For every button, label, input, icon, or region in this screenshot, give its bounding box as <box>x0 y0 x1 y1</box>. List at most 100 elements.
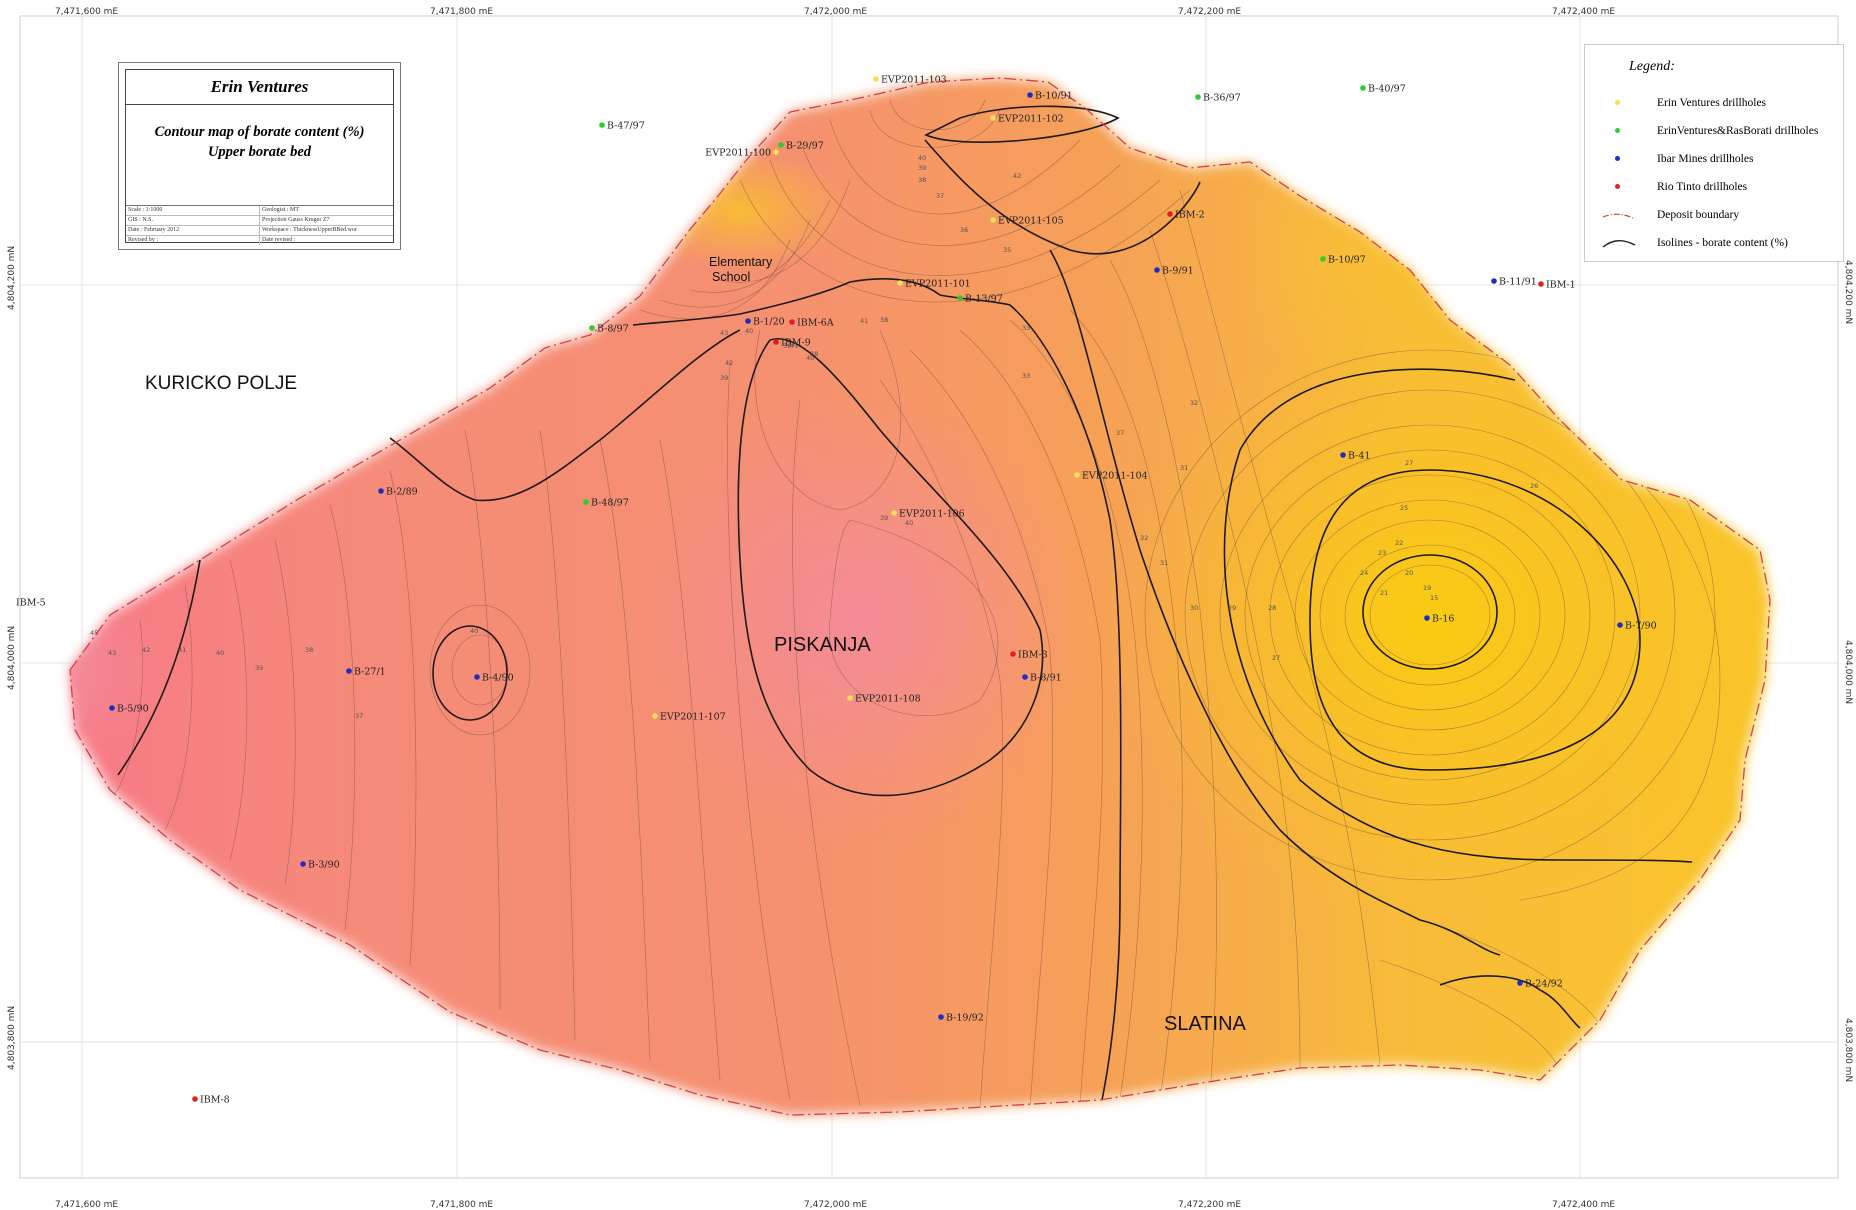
isoline-value-label: 37 <box>936 192 944 200</box>
drillhole-marker <box>1074 472 1080 478</box>
isoline-value-label: 27 <box>1272 654 1280 662</box>
northing-axis-left: 4,804,200 mN 4,804,000 mN 4,803,800 mN <box>7 246 17 1070</box>
place-slatina: SLATINA <box>1164 1013 1247 1035</box>
isoline-value-label: 42 <box>142 646 150 654</box>
meta-row: GIS : N.S. Projection Gauss Kruger Z7 <box>126 216 393 226</box>
drillhole-marker <box>789 319 795 325</box>
drillhole-marker <box>778 142 784 148</box>
drillhole: EVP2011-105 <box>990 216 1064 227</box>
drillhole-label: EVP2011-101 <box>905 279 971 290</box>
drillhole-label: EVP2011-102 <box>998 114 1064 125</box>
drillhole: EVP2011-108 <box>847 694 921 705</box>
drillhole-label: B-36/97 <box>1203 93 1241 104</box>
drillhole: IBM-1 <box>1538 280 1576 291</box>
isoline-value-label: 40 <box>905 519 913 527</box>
drillhole-label: B-41 <box>1348 451 1370 462</box>
legend-label: Erin Ventures drillholes <box>1657 97 1767 109</box>
drillhole-label: B-16 <box>1432 614 1454 625</box>
drillhole-marker <box>378 488 384 494</box>
green-dot-icon <box>1601 123 1637 139</box>
drillhole: IBM-8 <box>192 1095 230 1106</box>
drillhole: B-8/97 <box>589 324 629 335</box>
drillhole-label: B-11/91 <box>1499 277 1537 288</box>
easting-label: 7,471,600 mE <box>55 7 118 17</box>
isoline-value-label: 43 <box>108 649 116 657</box>
drillhole: B-5/90 <box>109 704 149 715</box>
map-title-line2: Upper borate bed <box>207 144 312 160</box>
drillhole-marker <box>773 339 779 345</box>
drillhole: B-27/1 <box>346 667 386 678</box>
isoline-value-label: 39 <box>255 664 263 672</box>
isoline-value-label: 15 <box>1430 594 1438 602</box>
isoline-value-label: 45 <box>90 629 98 637</box>
drillhole-marker <box>1340 452 1346 458</box>
legend-label: Rio Tinto drillholes <box>1657 181 1748 193</box>
drillhole-marker <box>990 115 996 121</box>
drillhole-marker <box>652 713 658 719</box>
drillhole-marker <box>599 122 605 128</box>
drillhole-label: B-7/90 <box>1625 621 1657 632</box>
drillhole-layer: EVP2011-103 B-47/97 B-29/97 EVP2011-100 B-10… <box>16 75 1657 1106</box>
isoline-value-label: 20 <box>1405 569 1413 577</box>
drillhole-marker <box>1154 267 1160 273</box>
legend-label: ErinVentures&RasBorati drillholes <box>1657 125 1819 137</box>
drillhole: B-4/90 <box>474 673 514 684</box>
drillhole-marker <box>938 1014 944 1020</box>
legend-item-isolines: Isolines - borate content (%) <box>1601 235 1788 251</box>
drillhole-label: B-24/92 <box>1525 979 1563 990</box>
northing-label: 4,804,200 mN <box>1843 260 1853 324</box>
drillhole-label: IBM-8 <box>200 1095 230 1106</box>
isoline-value-label: 42 <box>725 359 733 367</box>
meta-row: Scale : 1:1000 Geologist : MT <box>126 206 393 216</box>
drillhole-label: B-3/90 <box>308 860 340 871</box>
isoline-value-label: 25 <box>1400 504 1408 512</box>
isoline-value-label: 40 <box>745 327 753 335</box>
isoline-labels: 45 43 42 41 40 39 38 37 40 43 40 39 38 41 38 33 33 37 32 31… <box>90 154 1538 720</box>
drillhole-marker <box>773 149 779 155</box>
drillhole: B-10/91 <box>1027 91 1073 102</box>
blue-dot-icon <box>1601 151 1637 167</box>
easting-label: 7,472,000 mE <box>804 1200 867 1210</box>
isoline-value-label: 38 <box>918 176 926 184</box>
drillhole: B-11/91 <box>1491 277 1537 288</box>
drillhole-marker <box>346 668 352 674</box>
drillhole: IBM-2 <box>1167 210 1205 221</box>
legend-item-erin-ras: ErinVentures&RasBorati drillholes <box>1601 123 1818 139</box>
isoline-value-label: 39 <box>720 374 728 382</box>
drillhole: IBM-5 <box>16 598 46 609</box>
isoline-value-label: 22 <box>1395 539 1403 547</box>
drillhole-label: B-10/91 <box>1035 91 1073 102</box>
drillhole: B-36/97 <box>1195 93 1241 104</box>
drillhole-label: EVP2011-100 <box>705 148 771 159</box>
drillhole-label: B-48/97 <box>591 498 629 509</box>
drillhole: B-19/92 <box>938 1013 984 1024</box>
legend-label: Deposit boundary <box>1657 209 1740 221</box>
meta-geologist: Geologist : MT <box>259 206 393 215</box>
easting-label: 7,472,200 mE <box>1178 7 1241 17</box>
legend-item-erin: Erin Ventures drillholes <box>1601 95 1766 111</box>
red-dot-icon <box>1601 179 1637 195</box>
place-elementary-school: Elementary School <box>709 255 773 284</box>
isoline-value-label: 41 <box>178 646 186 654</box>
map-legend: Legend: Erin Ventures drillholes ErinVen… <box>1584 44 1844 262</box>
drillhole: B-47/97 <box>599 121 645 132</box>
isoline-value-label: 40 <box>216 649 224 657</box>
easting-axis-bottom: 7,471,600 mE 7,471,800 mE 7,472,000 mE 7… <box>55 1200 1615 1210</box>
drillhole-label: B-29/97 <box>786 141 824 152</box>
drillhole-marker <box>1167 211 1173 217</box>
isoline-value-label: 37 <box>355 712 363 720</box>
meta-date: Date : February 2012 <box>128 227 180 233</box>
drillhole: IBM-9 <box>773 338 811 349</box>
drillhole-label: EVP2011-106 <box>899 509 965 520</box>
drillhole-marker <box>1424 615 1430 621</box>
isoline-value-label: 40 <box>806 354 814 362</box>
drillhole-label: B-19/92 <box>946 1013 984 1024</box>
deposit-boundary <box>69 77 1771 1116</box>
drillhole-marker <box>589 325 595 331</box>
isoline-value-label: 40 <box>470 627 478 635</box>
drillhole: EVP2011-101 <box>897 279 971 290</box>
isoline-value-label: 42 <box>1013 172 1021 180</box>
drillhole: EVP2011-107 <box>652 712 726 723</box>
isoline-value-label: 32 <box>1190 399 1198 407</box>
meta-workspace: Workspace : ThicknessUpperBBed.wor <box>259 226 393 235</box>
